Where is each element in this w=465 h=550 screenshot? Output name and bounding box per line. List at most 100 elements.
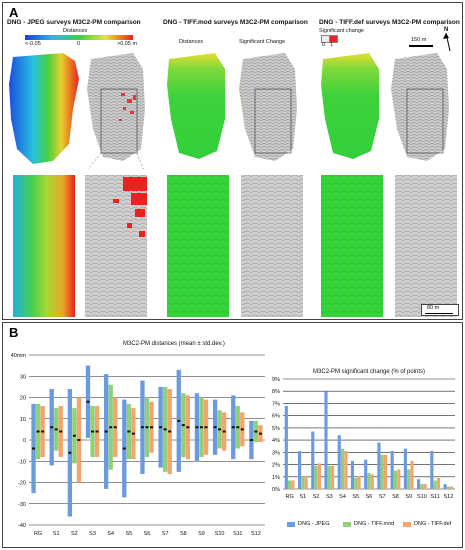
y-tick-label: 10 bbox=[20, 417, 26, 423]
zoom-tiffmod-sig bbox=[241, 175, 303, 317]
y-tick-label: 40mm bbox=[11, 353, 27, 359]
scale-bar-150 bbox=[409, 45, 433, 47]
bar-RG-0 bbox=[284, 405, 288, 489]
group-title-jpeg: DNG - JPEG surveys M3C2-PM comparison bbox=[7, 19, 141, 26]
y-tick-label: 30 bbox=[20, 374, 26, 380]
x-tick-label: S1 bbox=[53, 531, 60, 537]
mean-marker bbox=[150, 426, 154, 429]
mean-marker bbox=[186, 426, 190, 429]
mean-marker bbox=[140, 426, 144, 429]
mean-marker bbox=[218, 428, 222, 431]
panel-b-label: B bbox=[9, 325, 19, 340]
bar-S11-2 bbox=[436, 478, 441, 489]
bar-S1-0 bbox=[297, 451, 302, 489]
panel-b: B M3C2-PM distances (mean ± std.dev.) -4… bbox=[2, 322, 463, 548]
north-label: N bbox=[444, 27, 449, 33]
x-tick-label: S6 bbox=[366, 494, 373, 500]
map-tiffmod-distances bbox=[167, 53, 225, 159]
bar-S6-2 bbox=[370, 474, 374, 489]
zoom-tiffdef-distances bbox=[321, 175, 383, 317]
x-tick-label: S10 bbox=[417, 494, 427, 500]
panel-a: A DNG - JPEG surveys M3C2-PM comparison … bbox=[2, 2, 463, 320]
legend-jpeg-label: DNG - JPEG bbox=[298, 521, 330, 527]
x-tick-label: S8 bbox=[392, 494, 399, 500]
distances-chart: -40 -30 -20 -10 0 10 20 30 40mm RG S1 S2 S3 S4 S5 S6 S7 S… bbox=[11, 353, 265, 537]
bar-S11-1 bbox=[433, 480, 437, 489]
sig-max: 1 bbox=[330, 42, 334, 48]
mean-marker bbox=[77, 439, 81, 441]
tiffmod-distances-label: Distances bbox=[179, 39, 204, 45]
chart2-title: M3C2-PM significant change (% of points) bbox=[313, 369, 426, 375]
x-tick-label: S8 bbox=[180, 531, 187, 537]
mean-marker bbox=[204, 426, 208, 429]
zoom-tiffdef-sig bbox=[395, 175, 457, 317]
y-tick-label: 5% bbox=[272, 426, 280, 432]
map-jpeg-sig bbox=[87, 53, 145, 161]
x-tick-label: S10 bbox=[215, 531, 225, 537]
map-tiffdef-distances bbox=[321, 53, 379, 159]
mean-marker bbox=[32, 447, 36, 450]
mean-marker bbox=[68, 451, 72, 454]
x-tick-label: S7 bbox=[162, 531, 169, 537]
bar-S12-0 bbox=[443, 484, 447, 489]
scale-bar-80 bbox=[425, 313, 453, 314]
distance-colorbar bbox=[25, 35, 133, 40]
mean-marker bbox=[258, 432, 262, 435]
x-tick-label: RG bbox=[34, 531, 42, 537]
bar-S4-2 bbox=[344, 451, 348, 489]
bar-S6-0 bbox=[364, 459, 368, 489]
x-tick-label: S11 bbox=[430, 494, 439, 500]
zoom-tiffmod-distances bbox=[167, 175, 229, 317]
x-tick-label: S11 bbox=[233, 531, 242, 537]
bar-S4-1 bbox=[340, 448, 345, 489]
y-tick-label: -30 bbox=[18, 502, 26, 508]
mean-marker bbox=[254, 430, 258, 433]
bar-S5-0 bbox=[350, 460, 355, 489]
distances-label: Distances bbox=[63, 28, 88, 34]
top-maps bbox=[9, 53, 449, 169]
legend-tiffmod-swatch bbox=[343, 521, 351, 527]
x-tick-label: S4 bbox=[339, 494, 346, 500]
legend-jpeg-swatch bbox=[287, 521, 295, 527]
zoom-maps bbox=[13, 175, 457, 317]
bar-S2-2 bbox=[317, 463, 321, 489]
distance-mid: 0 bbox=[77, 41, 81, 47]
chart1-title: M3C2-PM distances (mean ± std.dev.) bbox=[123, 341, 225, 347]
mean-marker bbox=[104, 430, 108, 433]
mean-marker bbox=[195, 426, 199, 429]
y-tick-label: -10 bbox=[18, 459, 26, 465]
bar-S7-1 bbox=[380, 454, 384, 489]
bar-RG-1 bbox=[288, 480, 292, 489]
bar-S5-2 bbox=[357, 476, 361, 489]
legend-jpeg: DNG - JPEG bbox=[287, 521, 329, 527]
mean-marker bbox=[177, 419, 181, 422]
bar-S9-2 bbox=[410, 460, 414, 489]
y-tick-label: 2% bbox=[272, 463, 280, 469]
zoom-jpeg-distances bbox=[13, 175, 75, 317]
scale-80-label: 80 m bbox=[427, 305, 440, 311]
x-tick-label: S9 bbox=[405, 494, 412, 500]
bar-S1-1 bbox=[301, 476, 305, 489]
mean-marker bbox=[131, 432, 135, 435]
legend-tiffdef-swatch bbox=[403, 521, 411, 527]
y-tick-label: 0 bbox=[23, 438, 26, 444]
bar-S11-0 bbox=[430, 451, 434, 489]
bar-RG-2 bbox=[291, 480, 295, 489]
map-tiffdef-sig bbox=[391, 53, 449, 161]
bar-S8-1 bbox=[393, 470, 398, 489]
bar-S1-2 bbox=[304, 476, 308, 489]
mean-marker bbox=[50, 426, 54, 429]
mean-marker bbox=[236, 426, 240, 429]
bar-S2-0 bbox=[311, 431, 315, 489]
map-tiffmod-sig bbox=[239, 53, 297, 161]
bar-S6-1 bbox=[367, 473, 371, 489]
y-tick-label: 4% bbox=[272, 438, 280, 444]
x-tick-label: S5 bbox=[125, 531, 132, 537]
legend-tiffdef: DNG - TIFF.def bbox=[403, 521, 451, 527]
y-tick-label: 0% bbox=[272, 487, 280, 493]
sig-change-label: Significant change bbox=[319, 28, 364, 34]
bar-S7-0 bbox=[377, 442, 381, 489]
mean-marker bbox=[199, 426, 203, 429]
bar-S10-0 bbox=[417, 479, 421, 489]
scale-150-label: 150 m bbox=[411, 37, 427, 43]
